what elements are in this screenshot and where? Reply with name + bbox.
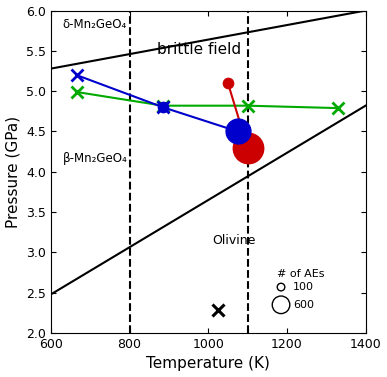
Text: δ-Mn₂GeO₄: δ-Mn₂GeO₄ (63, 18, 127, 31)
Point (235, 129, 241, 135)
Y-axis label: Pressure (GPa): Pressure (GPa) (5, 116, 21, 228)
Point (160, 104, 166, 110)
Point (278, 302, 284, 308)
Point (225, 80, 231, 86)
Text: # of AEs: # of AEs (277, 269, 325, 279)
Text: Olivine: Olivine (212, 234, 255, 247)
Text: β-Mn₂GeO₄: β-Mn₂GeO₄ (63, 152, 128, 165)
Point (278, 284, 284, 290)
Text: 600: 600 (293, 300, 314, 310)
Point (245, 145, 251, 151)
X-axis label: Temperature (K): Temperature (K) (146, 356, 270, 371)
Text: 100: 100 (293, 282, 314, 292)
Text: brittle field: brittle field (157, 42, 241, 57)
